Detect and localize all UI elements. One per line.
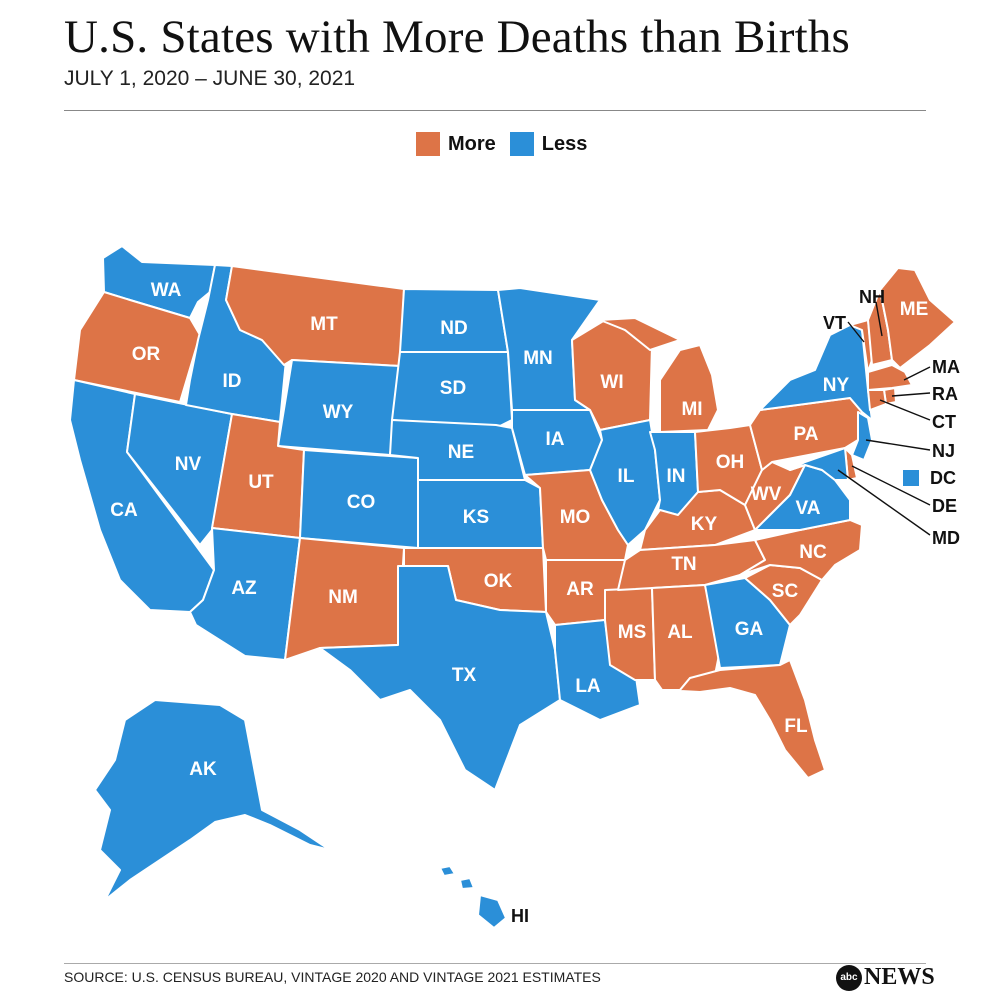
state-label-ct: CT	[932, 412, 956, 432]
state-label-sc: SC	[772, 581, 799, 602]
state-label-nc: NC	[799, 542, 827, 563]
state-label-al: AL	[667, 622, 693, 643]
state-label-wy: WY	[323, 402, 354, 423]
state-label-nd: ND	[440, 318, 467, 339]
state-label-az: AZ	[231, 578, 257, 599]
state-label-va: VA	[796, 498, 821, 519]
state-shape-or	[73, 291, 201, 403]
legend-swatch-less	[509, 132, 534, 156]
state-shape-nj	[851, 411, 873, 461]
top-divider	[64, 110, 926, 111]
state-label-ia: IA	[546, 429, 565, 450]
state-shapes	[69, 245, 956, 929]
state-label-in: IN	[667, 466, 686, 487]
leader-de	[851, 465, 931, 506]
state-label-ra: RA	[932, 384, 958, 404]
state-label-mi: MI	[681, 399, 702, 420]
state-label-wv: WV	[751, 484, 782, 505]
leader-md	[837, 469, 931, 536]
state-label-il: IL	[618, 466, 635, 487]
state-shape-dc	[901, 468, 921, 488]
state-label-vt: VT	[823, 313, 846, 333]
state-label-ak: AK	[189, 759, 217, 780]
leader-ma	[903, 366, 931, 381]
state-shape-ak	[94, 699, 331, 901]
brand-logo: abc NEWS	[836, 964, 935, 991]
state-label-sd: SD	[440, 378, 466, 399]
state-label-de: DE	[932, 496, 957, 516]
state-label-ar: AR	[566, 579, 594, 600]
state-label-mn: MN	[523, 348, 553, 369]
state-label-nm: NM	[328, 587, 358, 608]
legend-label-more: More	[448, 132, 496, 155]
page-subtitle: JULY 1, 2020 – JUNE 30, 2021	[64, 67, 356, 90]
state-label-nh: NH	[859, 287, 885, 307]
state-shape-hi	[477, 894, 507, 929]
state-label-la: LA	[575, 676, 601, 697]
label-leader-lines	[837, 301, 931, 536]
state-shape-fl	[661, 659, 826, 779]
page-title: U.S. States with More Deaths than Births	[64, 11, 851, 63]
leader-ct	[879, 399, 931, 421]
state-label-co: CO	[347, 492, 376, 513]
legend-label-less: Less	[541, 132, 588, 155]
state-label-ny: NY	[823, 375, 850, 396]
state-label-ca: CA	[110, 500, 138, 521]
state-shape-hi-islands	[439, 865, 475, 890]
state-label-hi: HI	[511, 906, 529, 926]
legend-item-more: More	[416, 132, 496, 156]
state-label-mt: MT	[310, 314, 338, 335]
state-label-fl: FL	[784, 716, 808, 737]
leader-ra	[891, 392, 931, 397]
leader-nh	[875, 301, 883, 337]
state-label-me: ME	[900, 299, 929, 320]
leader-vt	[847, 321, 865, 343]
state-shape-vt	[849, 319, 873, 373]
state-label-ky: KY	[691, 514, 718, 535]
state-shape-ma	[867, 364, 913, 391]
legend-item-less: Less	[509, 132, 588, 156]
state-label-nj: NJ	[932, 441, 955, 461]
state-label-ms: MS	[618, 622, 647, 643]
state-label-id: ID	[223, 371, 242, 392]
state-label-oh: OH	[716, 452, 745, 473]
state-shape-md	[789, 447, 849, 481]
state-label-ma: MA	[932, 357, 960, 377]
state-label-ks: KS	[463, 507, 489, 528]
state-label-ut: UT	[248, 472, 274, 493]
abc-logo-icon: abc	[836, 964, 862, 991]
state-label-nv: NV	[175, 454, 202, 475]
state-label-md: MD	[932, 528, 960, 548]
brand-text: NEWS	[864, 964, 935, 990]
state-label-tx: TX	[452, 665, 477, 686]
state-shape-me	[879, 267, 956, 369]
state-shape-mi-upper	[599, 317, 681, 351]
state-label-wi: WI	[600, 372, 623, 393]
state-label-pa: PA	[794, 424, 819, 445]
state-label-ok: OK	[484, 571, 513, 592]
state-label-mo: MO	[560, 507, 591, 528]
bottom-divider	[64, 963, 926, 964]
state-label-or: OR	[132, 344, 161, 365]
state-label-ne: NE	[448, 442, 474, 463]
state-shape-tx	[319, 565, 561, 791]
state-label-tn: TN	[671, 554, 696, 575]
leader-nj	[865, 439, 931, 451]
legend-swatch-more	[416, 132, 440, 156]
legend: More Less	[416, 132, 587, 156]
state-label-wa: WA	[151, 280, 182, 301]
source-note: SOURCE: U.S. CENSUS BUREAU, VINTAGE 2020…	[64, 969, 601, 985]
state-shape-ct	[867, 389, 887, 411]
state-labels: WA OR CA NV ID MT WY UT AZ NM CO ND SD N…	[110, 280, 960, 926]
state-label-dc: DC	[930, 468, 956, 488]
state-label-ga: GA	[735, 619, 764, 640]
state-shape-sd	[391, 351, 513, 429]
